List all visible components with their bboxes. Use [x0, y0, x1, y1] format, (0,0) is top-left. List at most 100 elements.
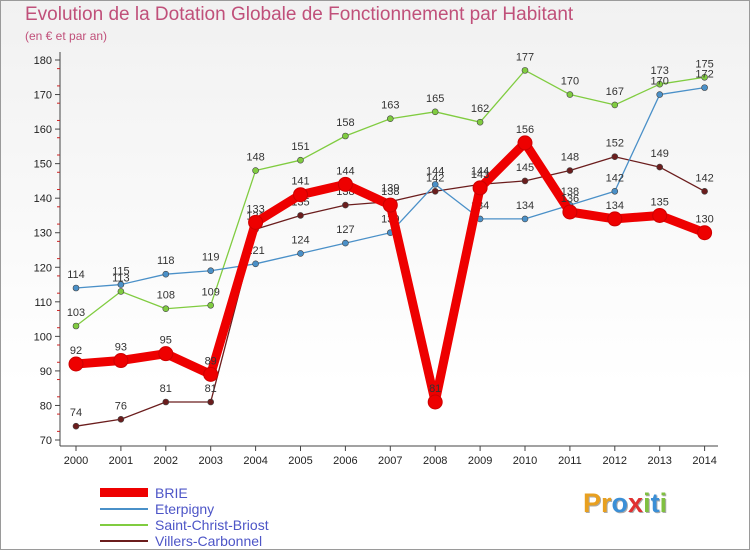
data-point-eterpigny	[72, 284, 80, 292]
logo-letter: i	[643, 488, 651, 518]
x-tick-label: 2005	[288, 455, 312, 467]
x-tick-label: 2003	[198, 455, 222, 467]
data-point-eterpigny	[431, 181, 439, 188]
data-point-villers-carbonnel	[162, 398, 170, 406]
y-tick-label: 70	[40, 435, 52, 447]
data-label-brie: 135	[651, 196, 669, 208]
data-point-eterpigny	[252, 260, 259, 268]
data-label-saint-christ-briost: 148	[246, 152, 264, 164]
data-label-villers-carbonnel: 81	[160, 383, 172, 395]
data-label-eterpigny: 119	[202, 252, 220, 264]
data-label-saint-christ-briost: 158	[336, 117, 354, 129]
data-label-saint-christ-briost: 173	[651, 65, 669, 77]
data-point-saint-christ-briost	[521, 67, 529, 74]
legend-swatch-brie	[100, 488, 148, 497]
data-point-villers-carbonnel	[342, 201, 349, 209]
y-tick-label: 150	[34, 159, 52, 171]
data-label-villers-carbonnel: 142	[426, 172, 444, 184]
logo-letter: P	[583, 488, 602, 518]
data-point-saint-christ-briost	[701, 73, 708, 81]
data-label-villers-carbonnel: 148	[561, 152, 579, 164]
data-point-eterpigny	[297, 250, 304, 257]
data-label-villers-carbonnel: 149	[651, 148, 669, 160]
data-point-brie	[68, 356, 84, 372]
data-label-villers-carbonnel: 152	[606, 138, 624, 150]
data-label-eterpigny: 114	[67, 269, 85, 281]
data-label-saint-christ-briost: 162	[471, 103, 489, 115]
x-tick-label: 2004	[243, 455, 267, 467]
data-label-brie: 136	[561, 193, 579, 205]
data-point-eterpigny	[521, 215, 529, 223]
data-label-brie: 144	[336, 165, 354, 177]
data-label-saint-christ-briost: 151	[291, 141, 309, 153]
data-label-eterpigny: 172	[695, 69, 713, 81]
data-label-brie: 156	[516, 124, 534, 136]
data-point-saint-christ-briost	[207, 301, 214, 309]
data-label-villers-carbonnel: 144	[471, 165, 489, 177]
data-point-eterpigny	[701, 84, 708, 91]
data-label-villers-carbonnel: 142	[695, 172, 713, 184]
logo-letter: o	[611, 488, 629, 518]
logo-letter: i	[659, 488, 668, 518]
data-label-eterpigny: 170	[651, 76, 669, 88]
data-point-brie	[607, 211, 623, 227]
data-label-eterpigny: 134	[516, 200, 534, 212]
x-tick-label: 2014	[692, 455, 716, 467]
x-tick-label: 2009	[468, 455, 492, 467]
data-label-brie: 143	[471, 169, 489, 181]
legend-label-villers-carbonnel: Villers-Carbonnel	[155, 533, 263, 549]
x-tick-label: 2002	[154, 455, 178, 467]
data-point-villers-carbonnel	[521, 177, 529, 185]
data-label-saint-christ-briost: 163	[381, 100, 399, 112]
data-point-saint-christ-briost	[431, 108, 439, 116]
data-label-brie: 133	[246, 203, 264, 215]
data-label-villers-carbonnel: 81	[205, 383, 217, 395]
data-label-brie: 95	[160, 335, 172, 347]
legend-label-saint-christ-briost: Saint-Christ-Briost	[155, 517, 269, 533]
data-label-saint-christ-briost: 109	[202, 286, 220, 298]
y-tick-label: 120	[34, 262, 52, 274]
data-label-eterpigny: 144	[426, 165, 444, 177]
y-tick-label: 170	[34, 90, 52, 102]
data-point-brie	[517, 135, 533, 151]
data-point-saint-christ-briost	[342, 132, 349, 140]
data-point-villers-carbonnel	[117, 415, 125, 423]
y-tick-label: 90	[40, 366, 52, 378]
data-point-villers-carbonnel	[431, 187, 439, 195]
chart-subtitle: (en € et par an)	[25, 29, 108, 43]
data-point-eterpigny	[162, 270, 170, 278]
legend-label-brie: BRIE	[155, 485, 188, 501]
data-point-villers-carbonnel	[566, 167, 574, 174]
data-label-brie: 138	[381, 186, 399, 198]
data-point-brie	[382, 197, 398, 213]
legend-swatch-villers-carbonnel	[100, 540, 148, 542]
data-label-brie: 141	[291, 176, 309, 188]
data-label-saint-christ-briost: 167	[606, 86, 624, 98]
data-label-brie: 134	[606, 200, 624, 212]
data-point-saint-christ-briost	[656, 80, 664, 88]
data-label-saint-christ-briost: 165	[426, 93, 444, 105]
data-label-eterpigny: 124	[291, 234, 309, 246]
data-point-brie	[158, 346, 174, 362]
data-label-brie: 93	[115, 342, 127, 354]
data-point-saint-christ-briost	[252, 167, 259, 174]
data-point-eterpigny	[656, 91, 664, 98]
data-point-brie	[248, 214, 264, 230]
data-point-eterpigny	[117, 281, 125, 288]
data-label-saint-christ-briost: 170	[561, 76, 579, 88]
data-point-saint-christ-briost	[611, 101, 619, 109]
data-point-eterpigny	[342, 239, 349, 247]
data-point-brie	[427, 394, 443, 410]
data-point-brie	[562, 204, 578, 220]
y-tick-label: 100	[34, 331, 52, 343]
data-point-saint-christ-briost	[566, 91, 574, 98]
data-label-villers-carbonnel: 139	[381, 183, 399, 195]
data-point-villers-carbonnel	[611, 153, 619, 161]
data-label-saint-christ-briost: 175	[695, 58, 713, 70]
y-tick-label: 130	[34, 228, 52, 240]
data-label-saint-christ-briost: 113	[112, 272, 130, 284]
data-label-saint-christ-briost: 177	[516, 51, 534, 63]
data-point-saint-christ-briost	[476, 118, 484, 126]
data-point-brie	[652, 207, 668, 223]
